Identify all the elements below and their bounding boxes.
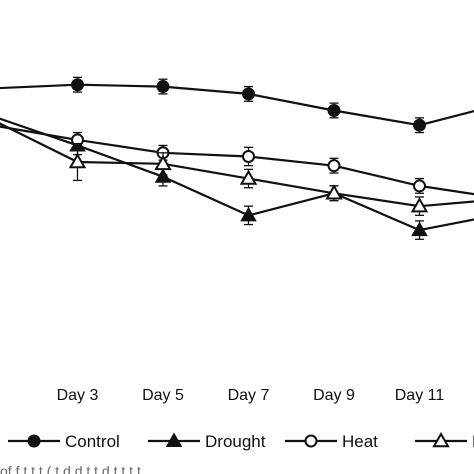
data-point-dro [68, 152, 87, 169]
data-point-control [242, 87, 255, 101]
series-points-dro [0, 124, 429, 217]
legend: Control Drought Heat Dro [8, 431, 474, 451]
legend-item-dro: Dro [415, 431, 474, 451]
x-tick-label: Day 5 [142, 387, 184, 404]
x-tick-label: Day 11 [395, 387, 445, 404]
legend-item-heat: Heat [285, 432, 378, 451]
series-points-drought [0, 121, 428, 240]
x-tick-label: Day 7 [228, 387, 270, 404]
data-point-dro [410, 197, 429, 213]
legend-marker [432, 431, 450, 448]
data-point-heat [242, 149, 255, 163]
data-point-heat [327, 159, 341, 173]
data-point-control [156, 80, 170, 94]
data-point-control [327, 103, 341, 117]
series-drought [0, 117, 474, 232]
legend-label: Heat [342, 432, 378, 451]
series-heat [0, 125, 474, 196]
data-point-dro [154, 154, 172, 171]
series-line-heat [0, 125, 474, 196]
data-point-drought [154, 168, 172, 183]
legend-label: Dro [472, 432, 474, 451]
data-point-heat [413, 179, 426, 193]
series-layer [0, 76, 474, 240]
legend-marker [304, 434, 318, 448]
legend-marker [27, 434, 41, 448]
series-points-heat [71, 131, 426, 194]
data-point-dro [239, 169, 258, 185]
series-line-control [0, 83, 474, 127]
data-point-dro [325, 184, 343, 200]
legend-marker [165, 432, 183, 447]
legend-item-control: Control [8, 432, 120, 451]
series-points-control [71, 76, 426, 134]
legend-item-drought: Drought [148, 432, 266, 451]
x-tick-label: Day 3 [57, 387, 99, 404]
x-tick-label: Day 9 [313, 387, 355, 404]
figure-caption-cropped: of f t t t ( t d d t t d t t t t [0, 463, 141, 474]
series-line-drought [0, 117, 474, 232]
data-point-drought [240, 206, 257, 222]
legend-label: Drought [205, 432, 266, 451]
data-point-control [71, 78, 84, 92]
data-point-drought [411, 221, 428, 237]
series-control [0, 83, 474, 127]
series-dro [0, 122, 474, 208]
data-point-control [413, 118, 426, 132]
legend-label: Control [65, 432, 120, 451]
series-line-dro [0, 122, 474, 208]
